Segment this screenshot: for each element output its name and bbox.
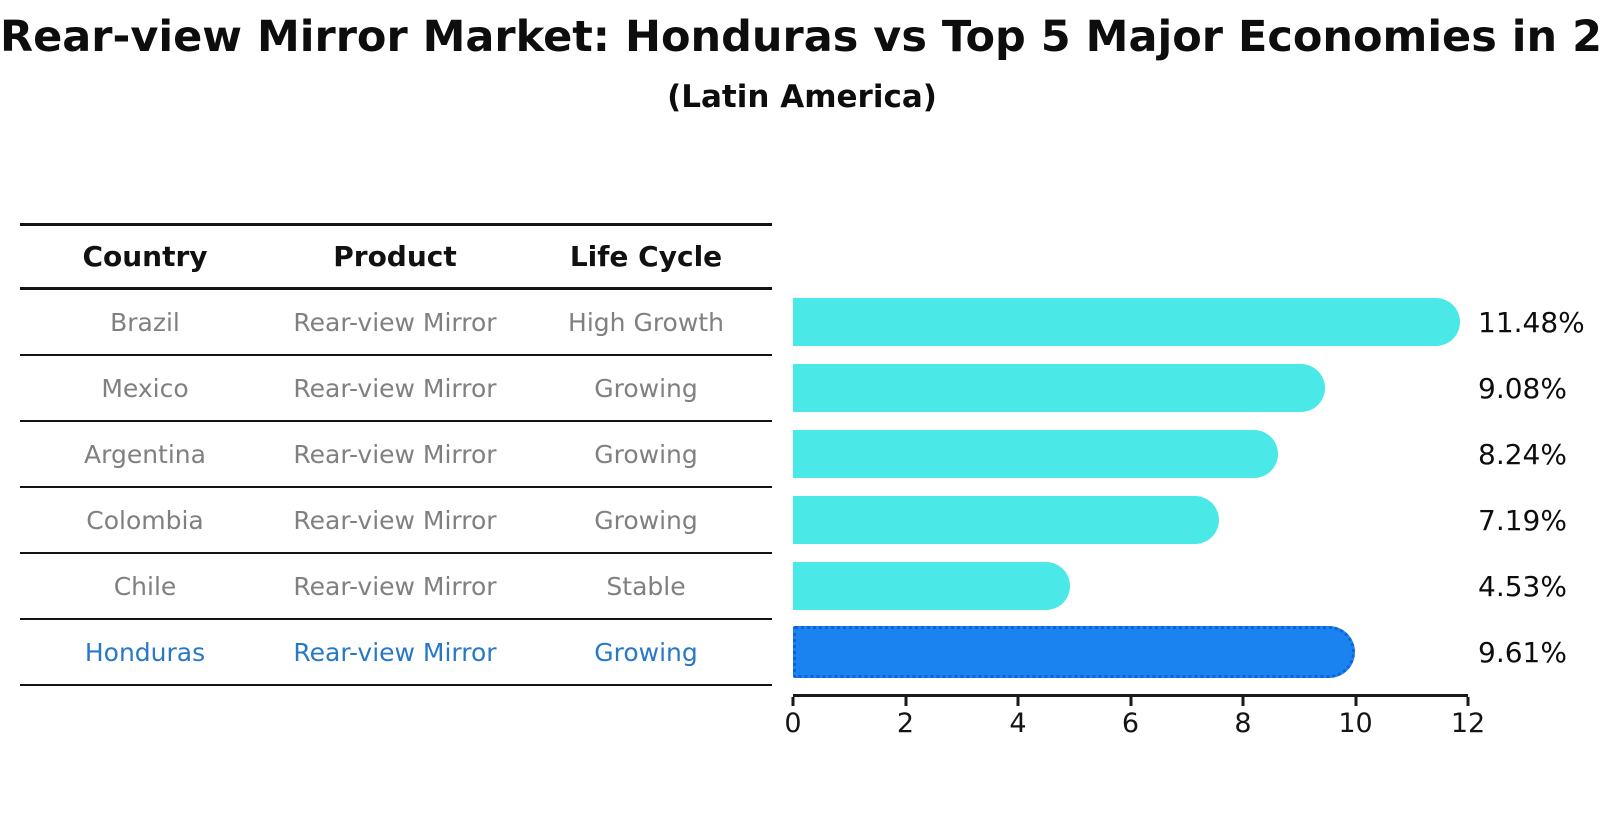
- bar-argentina: [793, 430, 1278, 478]
- cell-life-cycle: Stable: [606, 571, 686, 601]
- table-row-colombia: Colombia Rear-view Mirror Growing: [20, 488, 772, 554]
- bar-row-honduras: 9.61%: [793, 619, 1567, 685]
- bar-honduras-highlighted: [793, 626, 1355, 678]
- x-axis-tick-label: 6: [1121, 708, 1140, 739]
- cell-life-cycle: Growing: [594, 505, 698, 535]
- header-cell-product: Product: [333, 240, 457, 273]
- cell-country: Chile: [113, 571, 177, 601]
- x-axis-tick: [1466, 697, 1470, 706]
- x-axis-tick-label: 12: [1450, 708, 1486, 739]
- bar-row-mexico: 9.08%: [793, 355, 1567, 421]
- bar-chile: [793, 562, 1070, 610]
- bar-row-argentina: 8.24%: [793, 421, 1567, 487]
- table-row-mexico: Mexico Rear-view Mirror Growing: [20, 356, 772, 422]
- bar-value-label: 9.08%: [1478, 371, 1567, 405]
- cell-country: Colombia: [86, 505, 204, 535]
- bar-colombia: [793, 496, 1219, 544]
- header-cell-life-cycle: Life Cycle: [569, 240, 723, 273]
- bar-value-label: 4.53%: [1478, 569, 1567, 603]
- cell-life-cycle: Growing: [594, 373, 698, 403]
- x-axis: 0 2 4 6 8 10 12: [784, 694, 1485, 739]
- cell-life-cycle: Growing: [594, 439, 698, 469]
- bar-value-label: 8.24%: [1478, 437, 1567, 471]
- cell-life-cycle: High Growth: [568, 307, 724, 337]
- cell-country: Mexico: [101, 373, 189, 403]
- cell-product: Rear-view Mirror: [293, 373, 497, 403]
- page-subtitle: (Latin America): [667, 79, 937, 115]
- bar-row-colombia: 7.19%: [793, 487, 1567, 553]
- x-axis-tick-label: 8: [1234, 708, 1252, 739]
- bar-value-label: 9.61%: [1478, 635, 1567, 669]
- cell-country: Brazil: [110, 307, 180, 337]
- cell-life-cycle: Growing: [594, 637, 698, 667]
- x-axis-tick: [791, 697, 795, 706]
- cell-product: Rear-view Mirror: [293, 505, 497, 535]
- x-axis-tick-label: 2: [896, 708, 915, 739]
- table-row-chile: Chile Rear-view Mirror Stable: [20, 554, 772, 620]
- table-header-row: Country Product Life Cycle: [20, 226, 772, 290]
- cell-product: Rear-view Mirror: [293, 439, 497, 469]
- x-axis-tick-label: 4: [1009, 708, 1027, 739]
- bar-value-label: 11.48%: [1478, 305, 1585, 339]
- cell-product: Rear-view Mirror: [293, 571, 497, 601]
- bar-row-brazil: 11.48%: [793, 289, 1585, 355]
- bar-brazil: [793, 298, 1460, 346]
- x-axis-tick: [1129, 697, 1132, 706]
- x-axis-tick: [904, 697, 907, 706]
- bar-mexico: [793, 364, 1325, 412]
- bar-chart: 11.48% 9.08% 8.24% 7.19% 4.53% 9.61%: [793, 289, 1585, 685]
- bar-value-label: 7.19%: [1478, 503, 1567, 537]
- x-axis-tick: [1241, 697, 1245, 706]
- table-row-argentina: Argentina Rear-view Mirror Growing: [20, 422, 772, 488]
- x-axis-tick-label: 10: [1338, 708, 1373, 739]
- header-cell-country: Country: [82, 240, 208, 273]
- x-axis-tick: [1354, 697, 1357, 706]
- x-axis-tick: [1016, 697, 1020, 706]
- page-title: Rear-view Mirror Market: Honduras vs Top…: [0, 12, 1604, 62]
- bar-row-chile: 4.53%: [793, 553, 1567, 619]
- table-row-brazil: Brazil Rear-view Mirror High Growth: [20, 290, 772, 356]
- cell-product: Rear-view Mirror: [293, 307, 497, 337]
- country-table: Country Product Life Cycle Brazil Rear-v…: [20, 223, 772, 686]
- cell-country: Honduras: [84, 637, 206, 667]
- x-axis-tick-label: 0: [784, 708, 802, 739]
- cell-country: Argentina: [84, 439, 206, 469]
- table-row-honduras: Honduras Rear-view Mirror Growing: [20, 620, 772, 686]
- cell-product: Rear-view Mirror: [293, 637, 497, 667]
